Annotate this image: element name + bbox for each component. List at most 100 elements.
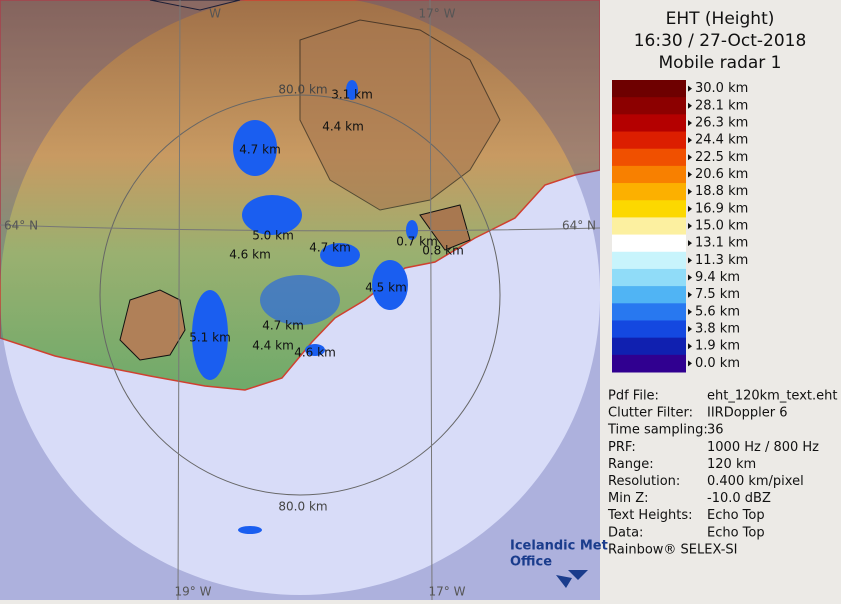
legend-label: 9.4 km bbox=[695, 270, 740, 285]
echo-top-label: 3.1 km bbox=[331, 88, 373, 102]
legend-swatch bbox=[612, 80, 686, 98]
legend-swatch bbox=[612, 183, 686, 201]
footer: Rainbow® SELEX-SI bbox=[608, 543, 738, 558]
legend-tick bbox=[688, 171, 692, 178]
graticule-label: 17° W bbox=[419, 7, 456, 21]
header-line: 16:30 / 27-Oct-2018 bbox=[634, 31, 807, 51]
info-label: Range: bbox=[608, 457, 654, 472]
graticule-label: W bbox=[209, 7, 221, 21]
legend-tick bbox=[688, 308, 692, 315]
header-line: EHT (Height) bbox=[666, 9, 775, 29]
legend-tick bbox=[688, 291, 692, 298]
info-value: 0.400 km/pixel bbox=[707, 474, 804, 489]
legend-label: 26.3 km bbox=[695, 115, 748, 130]
info-value: Echo Top bbox=[707, 525, 765, 540]
echo-top-label: 0.8 km bbox=[422, 244, 464, 258]
out-of-range bbox=[0, 0, 600, 600]
info-value: 36 bbox=[707, 423, 724, 438]
legend-tick bbox=[688, 360, 692, 367]
echo-top-label: 4.4 km bbox=[252, 339, 294, 353]
legend-tick bbox=[688, 102, 692, 109]
echo-top-label: 4.6 km bbox=[294, 346, 336, 360]
echoes bbox=[192, 80, 418, 534]
logo-mark bbox=[556, 570, 588, 588]
logo-text: Icelandic Met bbox=[510, 539, 608, 554]
info-value: Echo Top bbox=[707, 508, 765, 523]
echo-top-label: 4.5 km bbox=[365, 281, 407, 295]
legend-label: 30.0 km bbox=[695, 81, 748, 96]
legend-tick bbox=[688, 137, 692, 144]
info-label: Clutter Filter: bbox=[608, 406, 693, 421]
info-label: Min Z: bbox=[608, 491, 649, 506]
legend-swatch bbox=[612, 251, 686, 270]
legend-swatch bbox=[612, 217, 686, 236]
echo-top-label: 4.7 km bbox=[262, 319, 304, 333]
legend-tick bbox=[688, 223, 692, 229]
legend-swatch bbox=[612, 286, 686, 304]
echo-top-label: 4.7 km bbox=[239, 143, 281, 157]
info-value: 1000 Hz / 800 Hz bbox=[707, 440, 819, 455]
legend-swatch bbox=[612, 320, 686, 339]
info-label: Text Heights: bbox=[607, 508, 693, 523]
legend-label: 28.1 km bbox=[695, 98, 748, 113]
graticule-label: 17° W bbox=[429, 585, 466, 599]
graticule-label: 19° W bbox=[175, 585, 212, 599]
echo-top-label: 4.4 km bbox=[322, 120, 364, 134]
range-label: 80.0 km bbox=[278, 83, 327, 97]
graticule bbox=[0, 0, 600, 600]
header-line: Mobile radar 1 bbox=[659, 53, 782, 73]
info-value: IIRDoppler 6 bbox=[707, 406, 788, 421]
legend-swatch bbox=[612, 97, 686, 115]
legend-swatch bbox=[612, 354, 686, 373]
legend-tick bbox=[688, 343, 692, 350]
legend-tick bbox=[688, 154, 692, 161]
glacier bbox=[119, 289, 186, 361]
legend-label: 0.0 km bbox=[695, 356, 740, 371]
legend-tick bbox=[688, 326, 692, 333]
legend-tick bbox=[688, 119, 692, 126]
legend-label: 3.8 km bbox=[695, 322, 740, 337]
legend-swatch bbox=[612, 165, 686, 184]
legend-label: 11.3 km bbox=[695, 253, 748, 268]
legend-label: 22.5 km bbox=[695, 150, 748, 165]
legend-swatch bbox=[612, 337, 686, 356]
legend-label: 16.9 km bbox=[695, 201, 748, 216]
legend-label: 20.6 km bbox=[695, 167, 748, 182]
graticule-label: 64° N bbox=[4, 219, 38, 233]
legend-swatch bbox=[612, 114, 686, 133]
echo-top-label: 5.0 km bbox=[252, 229, 294, 243]
legend-tick bbox=[688, 240, 692, 247]
graticule-label: 64° N bbox=[562, 219, 596, 233]
info-label: Time sampling: bbox=[607, 423, 708, 438]
legend-tick bbox=[688, 205, 692, 212]
legend-tick bbox=[688, 188, 692, 195]
legend-swatch bbox=[612, 268, 686, 287]
info-label: Data: bbox=[608, 525, 643, 540]
legend-label: 24.4 km bbox=[695, 133, 748, 148]
legend-tick bbox=[688, 257, 692, 264]
legend-label: 18.8 km bbox=[695, 184, 748, 199]
map-area bbox=[0, 0, 600, 600]
legend-swatch bbox=[612, 148, 686, 167]
legend-label: 5.6 km bbox=[695, 304, 740, 319]
info-label: Resolution: bbox=[608, 474, 680, 489]
legend-swatch bbox=[612, 131, 686, 150]
echo-top-label: 0.7 km bbox=[396, 235, 438, 249]
legend-tick bbox=[688, 85, 692, 92]
legend-tick bbox=[688, 274, 692, 281]
info-value: eht_120km_text.eht bbox=[707, 389, 837, 404]
legend-label: 13.1 km bbox=[695, 236, 748, 251]
range-label: 80.0 km bbox=[278, 500, 327, 514]
info-value: -10.0 dBZ bbox=[707, 491, 771, 506]
legend-label: 7.5 km bbox=[695, 287, 740, 302]
range-ring bbox=[99, 94, 501, 496]
glacier bbox=[149, 0, 471, 251]
echo-top-label: 5.1 km bbox=[189, 331, 231, 345]
logo-text: Office bbox=[510, 555, 552, 570]
info-label: Pdf File: bbox=[608, 389, 659, 404]
info-label: PRF: bbox=[608, 440, 636, 455]
info-value: 120 km bbox=[707, 457, 756, 472]
echo-top-label: 4.6 km bbox=[229, 248, 271, 262]
